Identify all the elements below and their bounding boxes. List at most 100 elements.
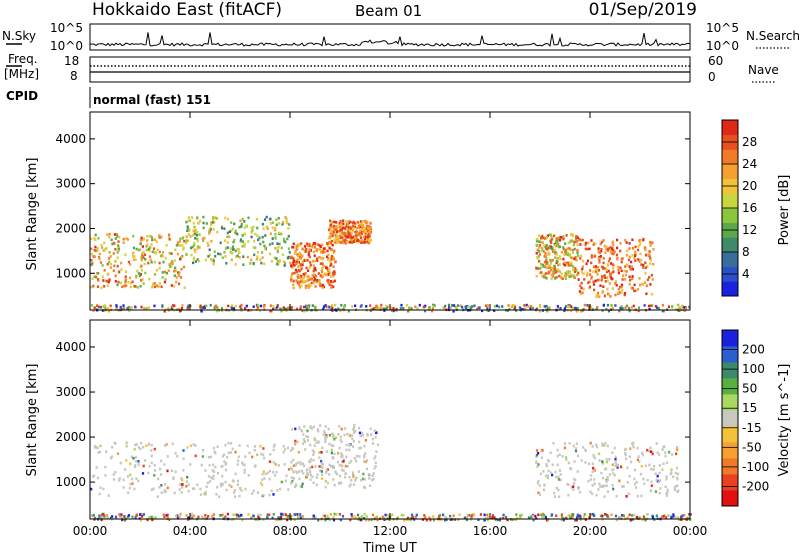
data-cell	[320, 459, 323, 463]
data-cell	[355, 230, 358, 233]
data-cell	[520, 307, 523, 311]
data-cell	[142, 282, 145, 285]
data-cell	[313, 281, 316, 285]
data-cell	[333, 279, 336, 283]
data-cell	[357, 470, 360, 473]
data-cell	[556, 242, 559, 245]
data-cell	[601, 514, 604, 518]
data-cell	[598, 459, 601, 462]
data-cell	[545, 474, 548, 478]
data-cell	[312, 481, 315, 485]
data-cell	[580, 254, 583, 258]
data-cell	[187, 483, 190, 487]
data-cell	[252, 305, 255, 308]
data-cell	[353, 225, 357, 229]
colorbar-swatch	[722, 458, 738, 475]
data-cell	[339, 435, 342, 439]
data-cell	[343, 433, 346, 437]
nsky-panel: N.Sky 10^5 10^0 10^5 10^0 N.Search	[2, 21, 800, 53]
data-cell	[531, 515, 535, 518]
data-cell	[661, 303, 664, 307]
data-cell	[606, 303, 610, 307]
data-cell	[271, 221, 274, 224]
data-cell	[232, 307, 235, 310]
data-cell	[363, 444, 366, 448]
data-cell	[634, 289, 637, 293]
data-cell	[95, 466, 98, 469]
data-cell	[352, 235, 355, 239]
data-cell	[579, 257, 582, 260]
data-cell	[134, 285, 137, 288]
data-cell	[368, 477, 371, 480]
data-cell	[263, 244, 266, 248]
data-cell	[333, 270, 336, 273]
data-cell	[206, 481, 209, 485]
data-cell	[591, 445, 594, 448]
data-cell	[545, 276, 548, 280]
data-cell	[269, 217, 272, 221]
data-cell	[605, 268, 608, 272]
data-cell	[306, 429, 309, 433]
data-cell	[201, 237, 204, 240]
data-cell	[363, 230, 366, 234]
data-cell	[223, 453, 226, 457]
data-cell	[129, 473, 132, 477]
data-cell	[580, 281, 583, 285]
data-cell	[159, 236, 162, 239]
data-cell	[640, 263, 643, 266]
data-cell	[160, 484, 163, 487]
data-cell	[257, 238, 260, 242]
data-cell	[637, 288, 640, 291]
data-cell	[538, 303, 541, 307]
data-cell	[540, 513, 543, 517]
data-cell	[90, 285, 93, 289]
data-cell	[395, 307, 398, 311]
data-cell	[372, 477, 375, 481]
data-cell	[574, 257, 578, 261]
data-cell	[486, 516, 489, 519]
data-cell	[170, 252, 173, 255]
data-cell	[340, 481, 343, 485]
data-cell	[611, 240, 615, 244]
data-cell	[131, 515, 134, 519]
data-cell	[448, 306, 451, 309]
data-cell	[405, 303, 408, 307]
data-cell	[173, 304, 176, 307]
data-cell	[92, 284, 95, 288]
data-cell	[339, 236, 342, 239]
data-cell	[329, 224, 332, 227]
data-cell	[591, 492, 594, 496]
data-cell	[554, 251, 557, 254]
data-cell	[370, 433, 373, 436]
data-cell	[624, 448, 627, 452]
data-cell	[295, 470, 298, 473]
data-cell	[580, 459, 583, 462]
data-cell	[207, 255, 210, 258]
data-cell	[635, 486, 638, 489]
data-cell	[608, 282, 611, 285]
data-cell	[606, 514, 609, 518]
data-cell	[116, 251, 119, 254]
data-cell	[543, 273, 546, 276]
data-cell	[147, 471, 150, 475]
freq-tick-top: 18	[64, 54, 79, 68]
data-cell	[98, 305, 101, 309]
data-cell	[364, 439, 368, 442]
data-cell	[311, 273, 314, 277]
data-cell	[588, 285, 592, 289]
data-cell	[332, 251, 335, 254]
data-cell	[285, 221, 288, 225]
data-cell	[563, 442, 566, 445]
data-cell	[185, 220, 188, 224]
data-cell	[272, 445, 275, 448]
data-cell	[383, 309, 386, 312]
data-cell	[643, 304, 646, 307]
data-cell	[611, 463, 614, 466]
data-cell	[346, 465, 349, 468]
data-cell	[432, 515, 435, 518]
data-cell	[304, 286, 307, 290]
data-cell	[270, 309, 273, 313]
data-cell	[560, 236, 563, 239]
data-cell	[205, 485, 208, 489]
data-cell	[659, 487, 662, 490]
